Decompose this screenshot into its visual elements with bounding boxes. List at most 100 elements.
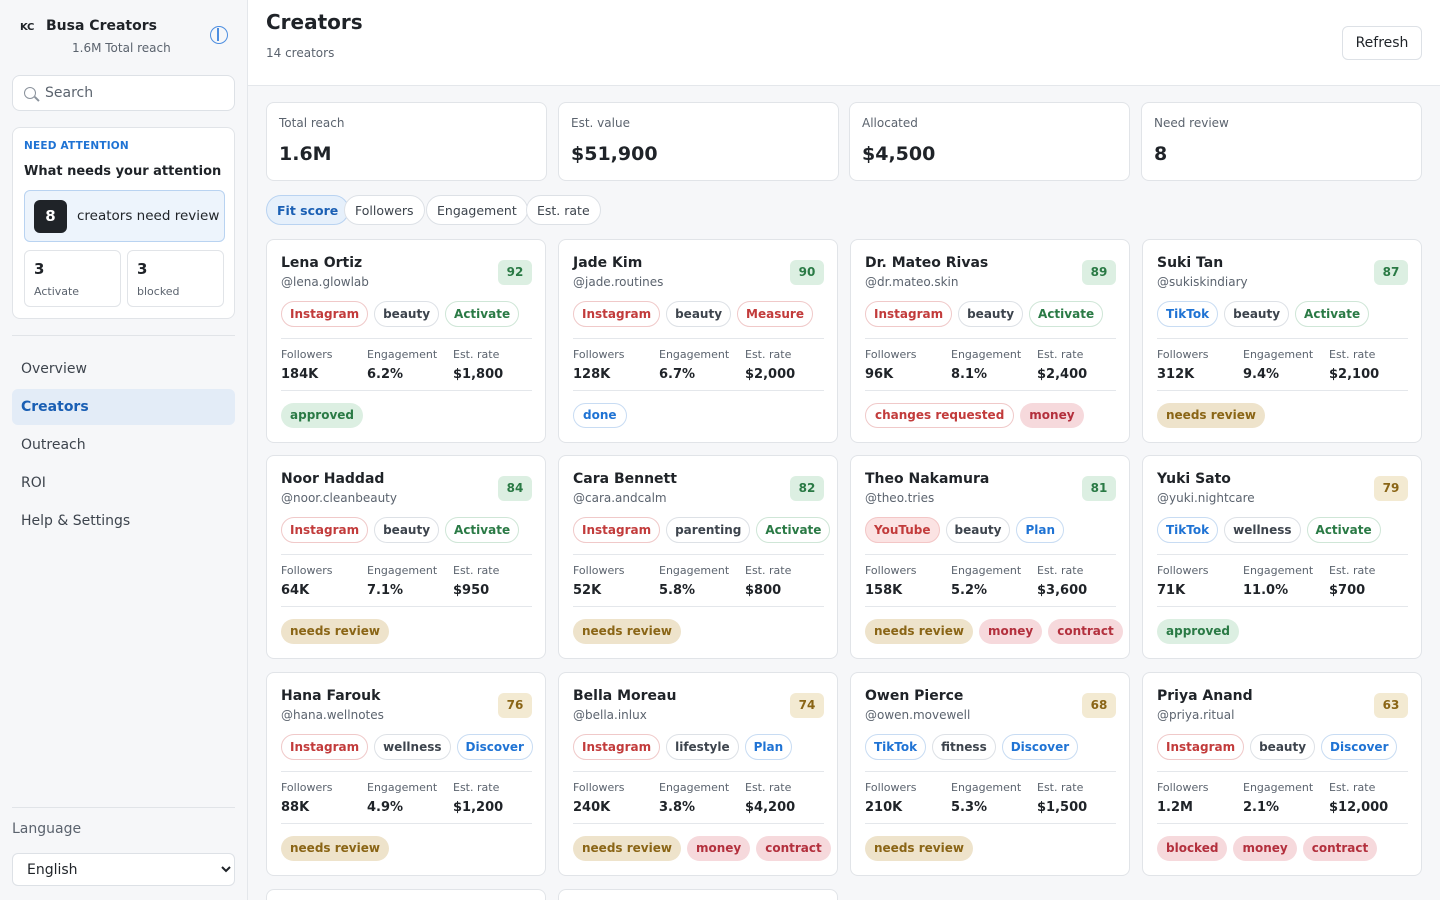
status-row: needs review xyxy=(1157,403,1265,428)
rate-metric: Est. rate $1,800 xyxy=(453,348,503,382)
creator-card[interactable]: Theo Nakamura @theo.tries 81 YouTube bea… xyxy=(850,455,1130,659)
page-title: Creators xyxy=(266,10,363,34)
followers-metric: Followers 71K xyxy=(1157,564,1209,598)
metric-label: Est. rate xyxy=(1329,781,1376,794)
kpi-label: Est. value xyxy=(571,116,630,130)
rate-metric: Est. rate $800 xyxy=(745,564,791,598)
creator-card[interactable]: Suki Tan @sukiskindiary 87 TikTok beauty… xyxy=(1142,239,1422,443)
metric-label: Followers xyxy=(573,564,625,577)
card-divider xyxy=(281,338,532,339)
creator-card[interactable]: Jade Kim @jade.routines 90 Instagram bea… xyxy=(558,239,838,443)
metric-label: Engagement xyxy=(659,564,730,577)
engagement-value: 5.8% xyxy=(659,583,696,598)
engagement-metric: Engagement 5.3% xyxy=(951,781,1021,815)
metric-label: Followers xyxy=(1157,348,1209,361)
nav-item-creators[interactable]: Creators xyxy=(12,389,235,425)
sidebar-divider xyxy=(12,335,235,336)
creator-card[interactable]: Cara Bennett @cara.andcalm 82 Instagram … xyxy=(558,455,838,659)
fit-score-badge: 82 xyxy=(790,476,824,501)
creator-card[interactable] xyxy=(266,889,546,900)
metric-label: Est. rate xyxy=(1037,564,1084,577)
creator-card[interactable]: Dr. Mateo Rivas @dr.mateo.skin 89 Instag… xyxy=(850,239,1130,443)
creator-card[interactable]: Bella Moreau @bella.inlux 74 Instagram l… xyxy=(558,672,838,876)
platform-tag: YouTube xyxy=(865,517,940,543)
sort-engagement[interactable]: Engagement xyxy=(426,195,528,225)
metric-label: Followers xyxy=(573,781,625,794)
niche-tag: beauty xyxy=(1250,734,1316,760)
creator-card[interactable]: Owen Pierce @owen.movewell 68 TikTok fit… xyxy=(850,672,1130,876)
status-needs-review: needs review xyxy=(281,619,389,644)
creator-card[interactable]: Noor Haddad @noor.cleanbeauty 84 Instagr… xyxy=(266,455,546,659)
rate-metric: Est. rate $4,200 xyxy=(745,781,795,815)
creator-name: Lena Ortiz xyxy=(281,255,363,271)
review-text: creators need review xyxy=(77,208,220,224)
stage-tag: Discover xyxy=(456,734,533,760)
status-blocked: blocked xyxy=(1157,836,1228,861)
metric-label: Engagement xyxy=(659,348,730,361)
metric-label: Engagement xyxy=(1243,348,1314,361)
nav-item-help-settings[interactable]: Help & Settings xyxy=(21,513,131,529)
card-divider xyxy=(1157,390,1408,391)
card-divider xyxy=(573,606,824,607)
card-divider xyxy=(865,554,1116,555)
rate-value: $12,000 xyxy=(1329,800,1389,815)
status-needs-review: needs review xyxy=(1157,403,1265,428)
creator-name: Priya Anand xyxy=(1157,688,1253,704)
creator-handle: @sukiskindiary xyxy=(1157,275,1248,289)
card-divider xyxy=(281,823,532,824)
card-divider xyxy=(281,606,532,607)
fit-score-badge: 76 xyxy=(498,693,532,718)
activate-stat[interactable]: 3 Activate xyxy=(24,250,121,307)
niche-tag: beauty xyxy=(945,517,1011,543)
nav-item-overview[interactable]: Overview xyxy=(21,361,87,377)
sort-followers[interactable]: Followers xyxy=(344,195,425,225)
search-box[interactable] xyxy=(12,75,235,111)
creator-handle: @cara.andcalm xyxy=(573,491,667,505)
nav-item-outreach[interactable]: Outreach xyxy=(21,437,86,453)
creator-name: Owen Pierce xyxy=(865,688,964,704)
attention-kicker: NEED ATTENTION xyxy=(24,140,129,152)
sort-fit-score[interactable]: Fit score xyxy=(266,195,350,225)
fit-score-badge: 68 xyxy=(1082,693,1116,718)
creator-name: Dr. Mateo Rivas xyxy=(865,255,989,271)
rate-metric: Est. rate $2,100 xyxy=(1329,348,1379,382)
creator-card[interactable]: Priya Anand @priya.ritual 63 Instagram b… xyxy=(1142,672,1422,876)
creator-card[interactable]: Lena Ortiz @lena.glowlab 92 Instagram be… xyxy=(266,239,546,443)
creator-card[interactable]: Hana Farouk @hana.wellnotes 76 Instagram… xyxy=(266,672,546,876)
refresh-button[interactable]: Refresh xyxy=(1342,26,1422,60)
followers-metric: Followers 312K xyxy=(1157,348,1209,382)
blocked-stat[interactable]: 3 blocked xyxy=(127,250,224,307)
metric-label: Est. rate xyxy=(453,564,500,577)
platform-tag: TikTok xyxy=(1157,517,1219,543)
stage-tag: Discover xyxy=(1321,734,1398,760)
language-select[interactable]: English xyxy=(12,853,235,886)
engagement-value: 5.3% xyxy=(951,800,988,815)
creator-name: Suki Tan xyxy=(1157,255,1224,271)
creator-handle: @theo.tries xyxy=(865,491,935,505)
followers-metric: Followers 158K xyxy=(865,564,917,598)
rate-value: $2,000 xyxy=(745,367,796,382)
engagement-value: 2.1% xyxy=(1243,800,1280,815)
card-divider xyxy=(281,390,532,391)
sort-est-rate[interactable]: Est. rate xyxy=(526,195,601,225)
search-input[interactable] xyxy=(45,82,225,104)
creator-card[interactable]: Yuki Sato @yuki.nightcare 79 TikTok well… xyxy=(1142,455,1422,659)
rate-metric: Est. rate $950 xyxy=(453,564,499,598)
kpi-total-reach: Total reach 1.6M xyxy=(266,102,547,181)
tag-row: TikTok beauty Activate xyxy=(1157,301,1370,327)
nav-item-roi[interactable]: ROI xyxy=(21,475,46,491)
followers-value: 184K xyxy=(281,367,319,382)
metric-label: Est. rate xyxy=(745,348,792,361)
metric-label: Est. rate xyxy=(453,348,500,361)
engagement-metric: Engagement 9.4% xyxy=(1243,348,1313,382)
sidebar-toggle-icon[interactable] xyxy=(210,26,228,44)
platform-tag: Instagram xyxy=(281,734,369,760)
creator-card[interactable] xyxy=(558,889,838,900)
card-divider xyxy=(865,823,1116,824)
niche-tag: beauty xyxy=(374,301,440,327)
rate-metric: Est. rate $2,000 xyxy=(745,348,795,382)
engagement-value: 5.2% xyxy=(951,583,988,598)
engagement-value: 6.7% xyxy=(659,367,696,382)
card-divider xyxy=(1157,554,1408,555)
review-callout[interactable]: 8 creators need review xyxy=(24,190,225,242)
